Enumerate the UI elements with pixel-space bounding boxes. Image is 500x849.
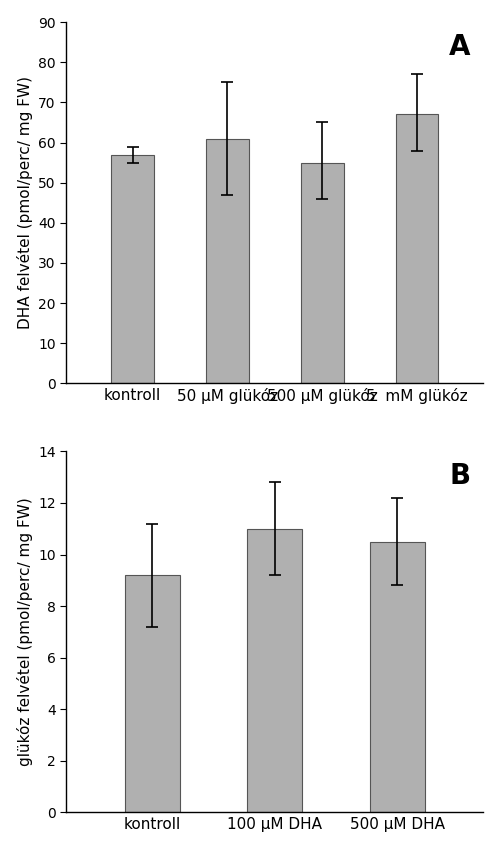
Bar bbox=[396, 115, 438, 383]
Bar bbox=[247, 529, 302, 812]
Text: B: B bbox=[450, 462, 471, 490]
Bar bbox=[112, 155, 154, 383]
Bar bbox=[206, 138, 248, 383]
Bar bbox=[301, 163, 344, 383]
Text: A: A bbox=[450, 33, 471, 61]
Bar bbox=[370, 542, 425, 812]
Bar bbox=[124, 575, 180, 812]
Y-axis label: glükóz felvétel (pmol/perc/ mg FW): glükóz felvétel (pmol/perc/ mg FW) bbox=[16, 498, 32, 767]
Y-axis label: DHA felvétel (pmol/perc/ mg FW): DHA felvétel (pmol/perc/ mg FW) bbox=[16, 76, 32, 329]
